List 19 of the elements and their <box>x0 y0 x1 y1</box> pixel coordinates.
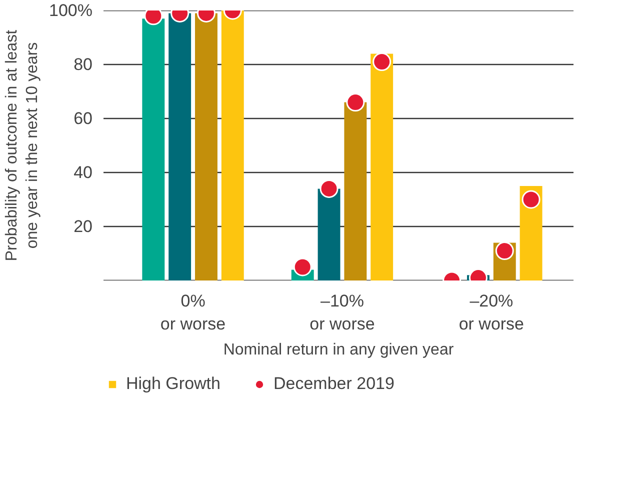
legend-label: December 2019 <box>273 374 394 394</box>
y-tick-label: 20 <box>74 217 93 236</box>
bar <box>318 188 340 280</box>
bar <box>344 102 367 280</box>
y-axis-title: Probability of outcome in at least one year in the next 10 years <box>4 29 42 262</box>
legend-label: High Growth <box>126 374 220 394</box>
bar <box>195 13 218 280</box>
x-tick-label: –10% or worse <box>310 292 375 334</box>
bar <box>142 18 165 280</box>
bar <box>168 13 192 280</box>
y-tick-label: 100% <box>49 1 93 20</box>
bar <box>370 54 394 280</box>
y-tick-label: 80 <box>74 55 93 74</box>
bar <box>221 10 244 280</box>
y-tick-label: 40 <box>74 163 93 182</box>
x-tick-label: 0% or worse <box>160 292 226 334</box>
y-tick-label: 60 <box>74 109 93 128</box>
x-tick-label: –20% or worse <box>458 292 524 334</box>
x-axis-title: Nominal return in any given year <box>223 341 454 358</box>
